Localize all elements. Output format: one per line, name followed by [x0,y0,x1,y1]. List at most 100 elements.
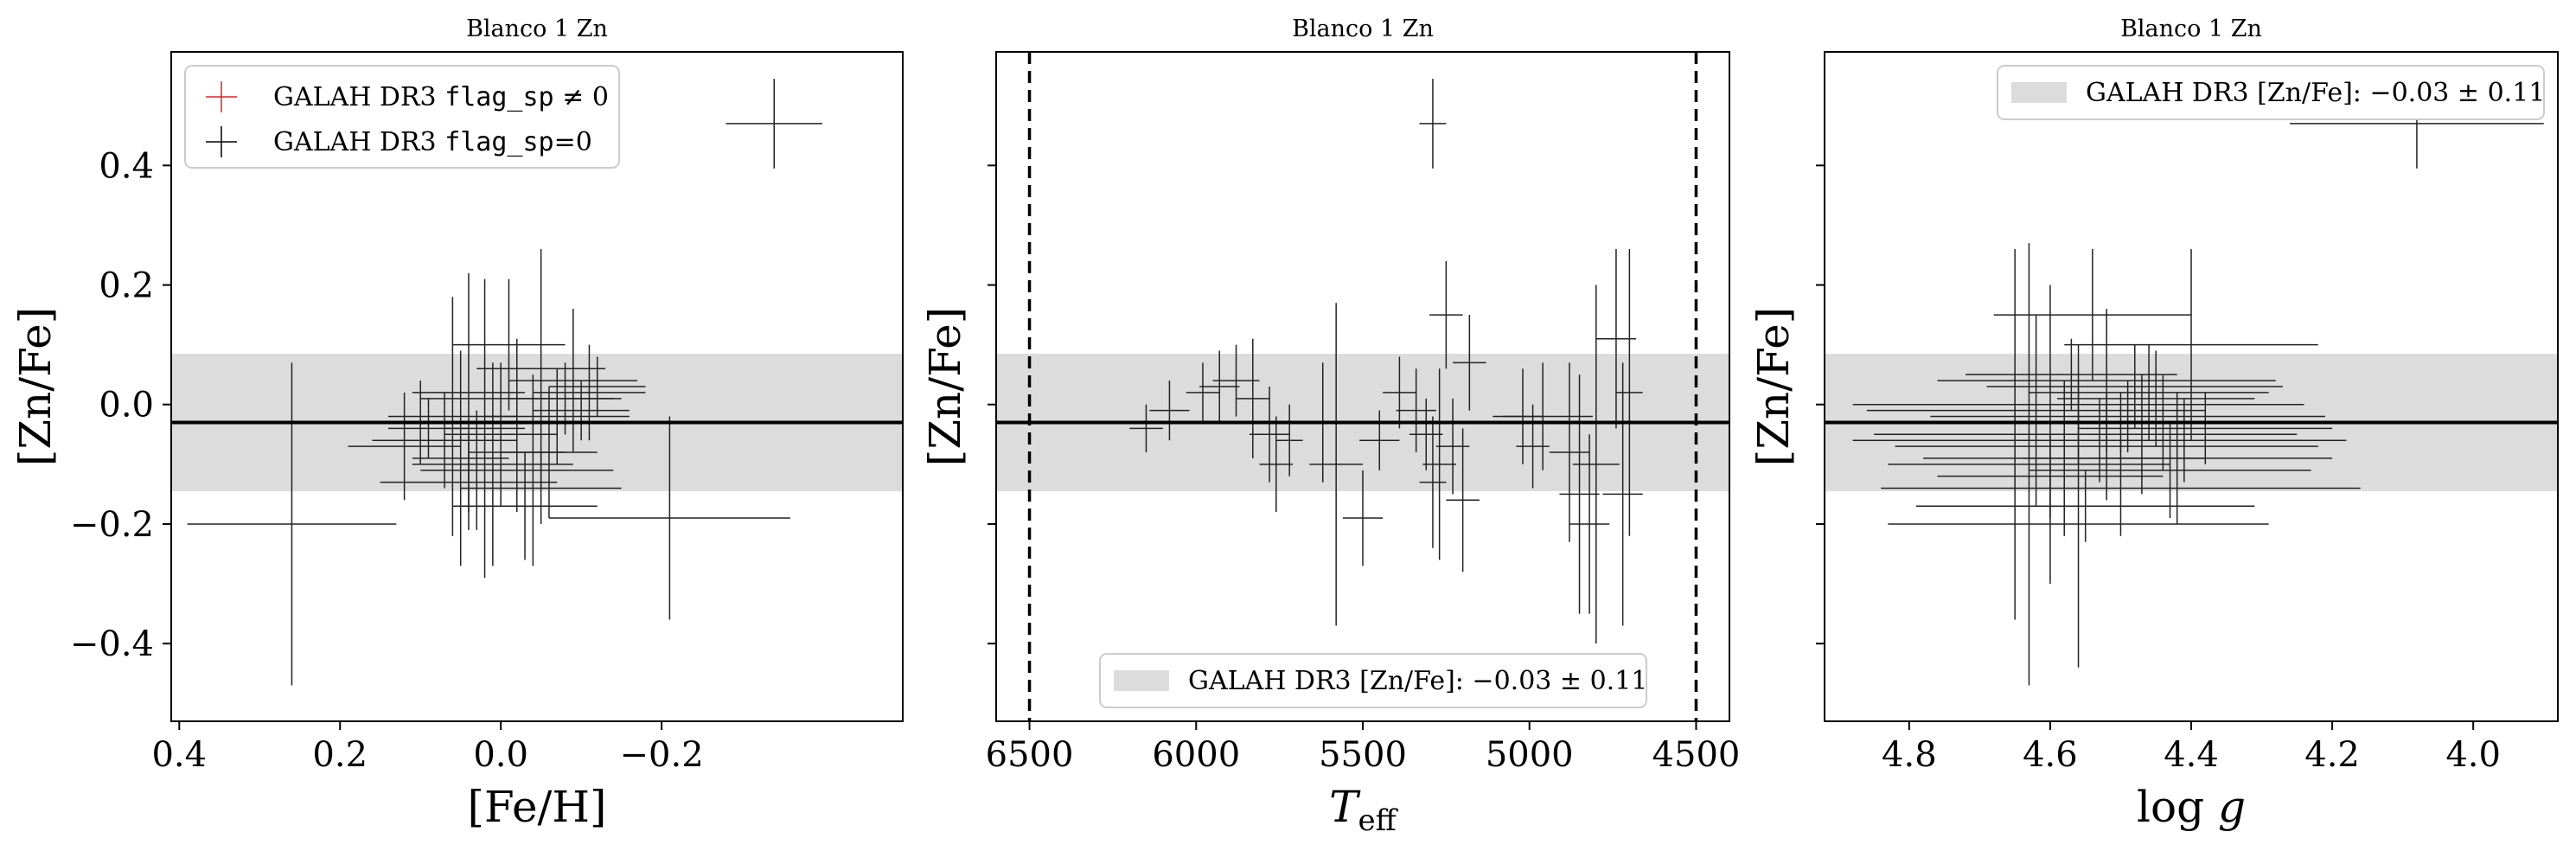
data-point-5 [476,249,606,489]
panel-2: 6500 6000 5500 5000 4500 Blanco 1 Zn Teff [Zn/F… [920,16,1740,838]
x-axis-label: Teff [1329,782,1398,838]
legend-label: GALAH DR3 [Zn/Fe]: −0.03 ± 0.11 [2086,78,2545,108]
data-point-14 [484,368,630,464]
x-tick-label: 0.4 [151,735,207,775]
x-axis-label: [Fe/H] [467,782,606,832]
x-tick-label: 6000 [1152,735,1240,775]
data-point-18 [1419,416,1447,548]
y-tick-label: −0.4 [70,624,154,664]
data-point-3 [1149,381,1190,441]
x-tick-label: 5500 [1319,735,1407,775]
data-point-17 [1916,470,2255,542]
data-point-15 [1383,356,1416,429]
data-point-28 [1559,374,1600,614]
data-point-7 [508,309,638,453]
data-point-13 [1342,470,1384,566]
y-axis-label: [Zn/Fe] [1748,307,1799,466]
x-tick-label: −0.2 [620,735,704,775]
data-point-22 [2029,344,2269,441]
data-point-8 [1249,387,1290,483]
data-point-26 [1493,362,1593,470]
x-axis-label: log g [2137,782,2246,832]
y-tick-label: 0.0 [99,386,154,426]
data-point-16 [1396,368,1436,453]
data-point-23 [1453,315,1486,411]
data-point-30 [1572,285,1620,644]
x-tick-label: 5000 [1486,735,1574,775]
x-tick-label: 6500 [986,735,1074,775]
panel-title: Blanco 1 Zn [1292,16,1434,42]
data-point-7 [1236,338,1270,458]
legend-box [184,65,620,169]
data-point-10 [1881,440,2361,536]
data-point-28 [388,398,469,458]
data-point-9 [1852,344,2304,464]
data-point-19 [1422,368,1456,560]
y-axis-label: [Zn/Fe] [920,307,970,466]
y-axis-label: [Zn/Fe] [10,307,61,466]
data-point-2 [1129,404,1163,453]
x-tick-label: 4500 [1652,735,1741,775]
data-point-21 [1435,398,1470,495]
x-tick-label: 4.0 [2445,735,2501,775]
data-point-3 [548,416,790,620]
data-point-15 [1986,374,2298,495]
data-point-28 [2042,398,2325,483]
legend-label: GALAH DR3 [Zn/Fe]: −0.03 ± 0.11 [1188,666,1647,696]
data-point-5 [1199,350,1240,423]
data-point-6 [452,278,566,411]
data-point-1 [187,362,397,686]
panel-title: Blanco 1 Zn [466,16,608,42]
data-point-29 [533,381,630,441]
data-point-9 [1259,416,1294,513]
data-point-24 [2022,392,2333,524]
data-point-27 [460,452,622,524]
x-tick-label: 4.2 [2304,735,2360,775]
y-tick-label: 0.2 [99,266,154,306]
legend-swatch [2011,82,2067,103]
y-tick-label: −0.2 [70,505,154,545]
x-tick-label: 4.6 [2023,735,2078,775]
data-point-17 [1409,398,1443,470]
x-tick-label: 0.2 [312,735,368,775]
panel-1: 0.4 0.2 0.0 −0.2 0.4 0.2 0.0 −0.2 −0.4 Blanco 1 Z… [10,16,904,832]
data-point-10 [1275,404,1303,477]
data-point-3 [1888,243,2170,686]
data-point-1 [1419,79,1447,169]
data-point-16 [452,374,614,566]
data-point-23 [452,452,598,560]
data-point-23 [1937,434,2164,519]
panel-3: 4.8 4.6 4.4 4.2 4.0 Blanco 1 Zn log g [Zn/Fe] GA… [1748,16,2559,832]
data-point-6 [1212,344,1260,417]
data-point-27 [1549,362,1590,542]
data-point-4 [1186,362,1220,423]
data-point-25 [1516,404,1550,489]
data-point-27 [2057,350,2255,447]
legend-label: GALAH DR3 flag_sp ≠ 0 [273,82,609,112]
data-point-26 [380,434,558,530]
panel-title: Blanco 1 Zn [2120,16,2262,42]
data-point-12 [1309,303,1363,626]
y-tick-label: 0.4 [99,146,154,186]
x-tick-label: 0.0 [473,735,528,775]
data-point-2 [725,79,823,169]
plot-frame [170,51,904,722]
legend-box [1997,65,2545,120]
legend-swatch [1114,670,1169,691]
data-point-24 [412,362,573,566]
x-tick-label: 4.8 [1882,735,1937,775]
data-point-14 [1359,410,1400,470]
legend-box [1099,653,1647,708]
data-point-22 [1446,428,1480,573]
data-point-5 [1993,249,2191,381]
legend-label: GALAH DR3 flag_sp=0 [273,127,592,157]
data-point-12 [2064,249,2318,441]
data-point-19 [2029,422,2311,519]
x-tick-label: 4.4 [2164,735,2219,775]
data-point-33 [1615,249,1643,536]
data-point-8 [533,344,646,441]
data-point-20 [1429,260,1463,369]
data-point-32 [1602,362,1643,626]
